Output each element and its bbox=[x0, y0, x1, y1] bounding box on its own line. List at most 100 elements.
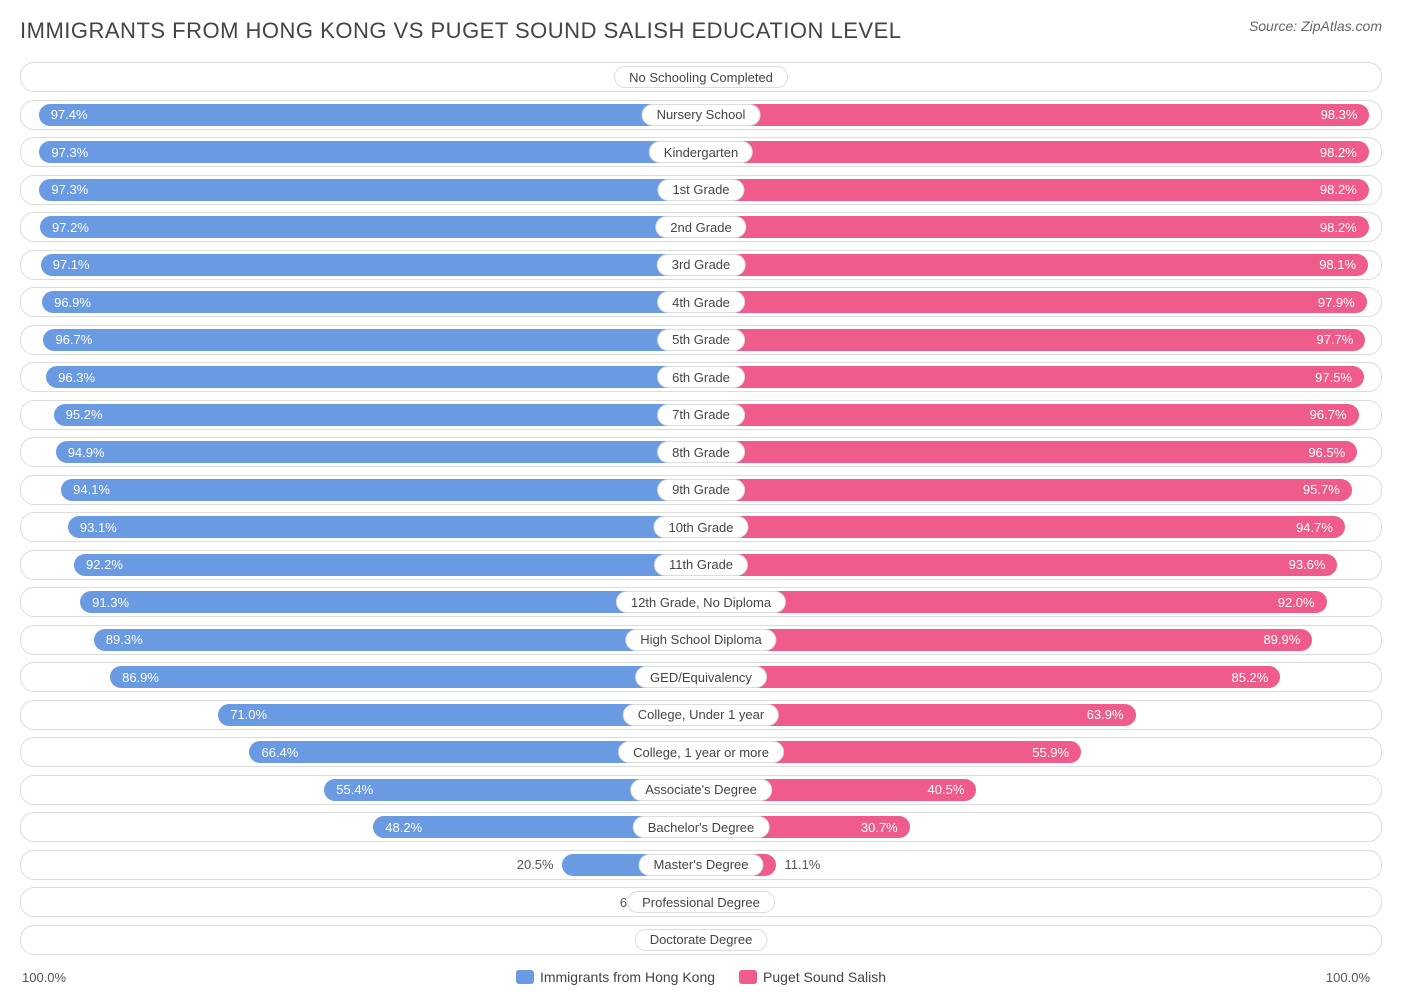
category-label: College, Under 1 year bbox=[623, 704, 779, 726]
legend: Immigrants from Hong Kong Puget Sound Sa… bbox=[516, 969, 886, 985]
bar-row: 96.3% 97.5% 6th Grade bbox=[20, 362, 1382, 392]
bar-left-value: 55.4% bbox=[336, 782, 373, 797]
chart-title: IMMIGRANTS FROM HONG KONG VS PUGET SOUND… bbox=[20, 18, 901, 44]
bar-row: 96.7% 97.7% 5th Grade bbox=[20, 325, 1382, 355]
category-label: 8th Grade bbox=[657, 441, 745, 463]
bar-left-value: 92.2% bbox=[86, 557, 123, 572]
bar-right-value: 98.1% bbox=[1319, 257, 1356, 272]
category-label: 11th Grade bbox=[654, 554, 748, 576]
chart-header: IMMIGRANTS FROM HONG KONG VS PUGET SOUND… bbox=[10, 18, 1382, 44]
bar-left-value: 91.3% bbox=[92, 595, 129, 610]
bar-left-value: 95.2% bbox=[66, 407, 103, 422]
source-name: ZipAtlas.com bbox=[1301, 18, 1382, 34]
bar-row: 91.3%92.0%12th Grade, No Diploma bbox=[20, 587, 1382, 617]
category-label: College, 1 year or more bbox=[618, 741, 784, 763]
bar-right: 98.2% bbox=[701, 216, 1369, 238]
bar-right: 97.5% bbox=[701, 366, 1364, 388]
category-label: 4th Grade bbox=[657, 291, 745, 313]
category-label: 5th Grade bbox=[657, 329, 745, 351]
bar-left-value: 71.0% bbox=[230, 707, 267, 722]
legend-swatch-right bbox=[739, 970, 757, 984]
bar-left: 96.3% bbox=[46, 366, 701, 388]
category-label: 12th Grade, No Diploma bbox=[616, 591, 786, 613]
bar-left: 97.3% bbox=[39, 179, 701, 201]
legend-label-right: Puget Sound Salish bbox=[763, 969, 886, 985]
axis-max-right: 100.0% bbox=[1326, 970, 1370, 985]
bar-left-value: 96.7% bbox=[55, 332, 92, 347]
bar-right: 95.7% bbox=[701, 479, 1352, 501]
legend-swatch-left bbox=[516, 970, 534, 984]
bar-left-value: 93.1% bbox=[80, 520, 117, 535]
bar-right: 94.7% bbox=[701, 516, 1345, 538]
category-label: 7th Grade bbox=[657, 404, 745, 426]
bar-right-value: 55.9% bbox=[1032, 745, 1069, 760]
bar-left-value: 94.1% bbox=[73, 482, 110, 497]
bar-left-value: 48.2% bbox=[385, 820, 422, 835]
bar-right-value: 98.2% bbox=[1320, 220, 1357, 235]
bar-right-value: 97.5% bbox=[1315, 370, 1352, 385]
legend-label-left: Immigrants from Hong Kong bbox=[540, 969, 715, 985]
bar-row: 55.4%40.5%Associate's Degree bbox=[20, 775, 1382, 805]
bar-row: 66.4% 55.9% College, 1 year or more bbox=[20, 737, 1382, 767]
bar-row: 94.9% 96.5% 8th Grade bbox=[20, 437, 1382, 467]
bar-left-value: 96.3% bbox=[58, 370, 95, 385]
category-label: 2nd Grade bbox=[655, 216, 746, 238]
bar-row: 97.2% 98.2% 2nd Grade bbox=[20, 212, 1382, 242]
bar-row: 71.0% 63.9% College, Under 1 year bbox=[20, 700, 1382, 730]
bar-row: 93.1% 94.7%10th Grade bbox=[20, 512, 1382, 542]
category-label: 6th Grade bbox=[657, 366, 745, 388]
bar-left-value: 97.3% bbox=[51, 182, 88, 197]
bar-right: 93.6% bbox=[701, 554, 1337, 576]
bar-left-value: 97.3% bbox=[51, 145, 88, 160]
bar-left-value: 94.9% bbox=[68, 445, 105, 460]
category-label: Nursery School bbox=[642, 104, 761, 126]
bar-row: 48.2%30.7%Bachelor's Degree bbox=[20, 812, 1382, 842]
category-label: Master's Degree bbox=[639, 854, 764, 876]
bar-right-value: 93.6% bbox=[1289, 557, 1326, 572]
bar-right-value: 97.9% bbox=[1318, 295, 1355, 310]
legend-item-right: Puget Sound Salish bbox=[739, 969, 886, 985]
bar-row: 2.7%1.8%No Schooling Completed bbox=[20, 62, 1382, 92]
bar-row: 2.8%1.2%Doctorate Degree bbox=[20, 925, 1382, 955]
bar-left: 97.2% bbox=[40, 216, 701, 238]
bar-left-value: 86.9% bbox=[122, 670, 159, 685]
bar-right: 89.9% bbox=[701, 629, 1312, 651]
bar-right-value: 30.7% bbox=[861, 820, 898, 835]
bar-left-value: 97.4% bbox=[51, 107, 88, 122]
bar-left: 95.2% bbox=[54, 404, 701, 426]
legend-item-left: Immigrants from Hong Kong bbox=[516, 969, 715, 985]
bar-row: 97.3% 98.2% Kindergarten bbox=[20, 137, 1382, 167]
bar-left: 86.9% bbox=[110, 666, 701, 688]
bar-right-value: 89.9% bbox=[1263, 632, 1300, 647]
category-label: 1st Grade bbox=[657, 179, 744, 201]
bar-right: 98.1% bbox=[701, 254, 1368, 276]
bar-right: 96.5% bbox=[701, 441, 1357, 463]
bar-right-value: 63.9% bbox=[1087, 707, 1124, 722]
bar-row: 92.2% 93.6% 11th Grade bbox=[20, 550, 1382, 580]
bar-right-value: 98.3% bbox=[1321, 107, 1358, 122]
bar-row: 96.9%97.9%4th Grade bbox=[20, 287, 1382, 317]
category-label: 10th Grade bbox=[653, 516, 748, 538]
category-label: Doctorate Degree bbox=[635, 929, 768, 951]
bar-left: 94.1% bbox=[61, 479, 701, 501]
bar-right-value: 98.2% bbox=[1320, 145, 1357, 160]
bar-left-value: 89.3% bbox=[106, 632, 143, 647]
bar-right: 97.7% bbox=[701, 329, 1365, 351]
bar-left-value: 66.4% bbox=[261, 745, 298, 760]
bar-row: 97.4% 98.3% Nursery School bbox=[20, 100, 1382, 130]
category-label: Kindergarten bbox=[649, 141, 753, 163]
bar-right-value: 96.5% bbox=[1308, 445, 1345, 460]
bar-right-value: 85.2% bbox=[1231, 670, 1268, 685]
bar-left: 93.1% bbox=[68, 516, 701, 538]
category-label: 9th Grade bbox=[657, 479, 745, 501]
bar-left: 96.7% bbox=[43, 329, 701, 351]
bar-right: 98.2% bbox=[701, 179, 1369, 201]
bar-row: 94.1% 95.7%9th Grade bbox=[20, 475, 1382, 505]
category-label: Associate's Degree bbox=[630, 779, 772, 801]
bar-left: 97.3% bbox=[39, 141, 701, 163]
bar-row: 20.5%11.1%Master's Degree bbox=[20, 850, 1382, 880]
bar-right: 98.2% bbox=[701, 141, 1369, 163]
bar-left: 97.4% bbox=[39, 104, 701, 126]
bar-row: 89.3%89.9%High School Diploma bbox=[20, 625, 1382, 655]
bar-right-value: 97.7% bbox=[1316, 332, 1353, 347]
